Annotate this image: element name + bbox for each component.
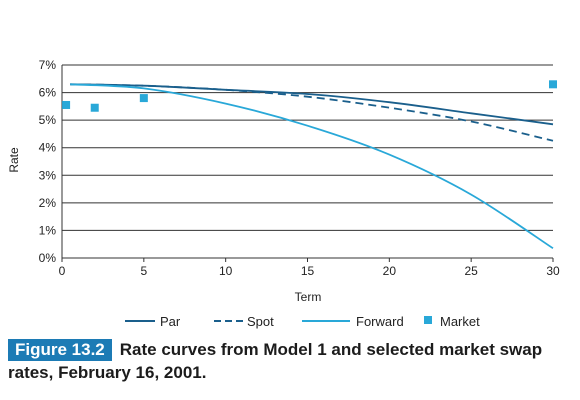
axes: 0% 1% 2% 3% 4% 5% 6% 7% 0 5 10 15 20 25 30 <box>39 58 560 278</box>
y-tick-label: 3% <box>39 168 57 182</box>
legend-spot-label: Spot <box>247 314 274 329</box>
market-point <box>139 94 148 103</box>
x-tick-label: 0 <box>59 264 66 278</box>
x-tick-label: 10 <box>219 264 233 278</box>
par-line <box>70 83 554 126</box>
y-tick-label: 0% <box>39 251 57 265</box>
y-tick-label: 2% <box>39 196 57 210</box>
legend-market-swatch <box>424 316 432 324</box>
y-tick-label: 6% <box>39 86 57 100</box>
x-tick-label: 30 <box>546 264 560 278</box>
x-tick-label: 20 <box>383 264 397 278</box>
grid <box>62 64 553 259</box>
caption-text: Rate curves from Model 1 and selected ma… <box>8 340 543 382</box>
market-point <box>90 103 99 112</box>
market-point <box>549 80 557 89</box>
y-tick-label: 7% <box>39 58 57 72</box>
market-point <box>62 100 71 109</box>
plot-area <box>62 80 557 250</box>
y-tick-label: 1% <box>39 223 57 237</box>
spot-line <box>70 83 554 142</box>
x-tick-label: 5 <box>140 264 147 278</box>
legend-forward-label: Forward <box>356 314 404 329</box>
legend-par-label: Par <box>160 314 181 329</box>
figure-caption: Figure 13.2 Rate curves from Model 1 and … <box>8 338 568 384</box>
y-tick-label: 5% <box>39 113 57 127</box>
forward-line <box>70 83 554 250</box>
figure-label: Figure 13.2 <box>8 339 112 361</box>
x-tick-label: 25 <box>464 264 478 278</box>
x-axis-title: Term <box>295 290 322 304</box>
y-axis-title: Rate <box>7 147 21 173</box>
x-tick-label: 15 <box>301 264 315 278</box>
legend-market-label: Market <box>440 314 480 329</box>
y-tick-label: 4% <box>39 141 57 155</box>
legend: Par Spot Forward Market <box>125 314 480 329</box>
